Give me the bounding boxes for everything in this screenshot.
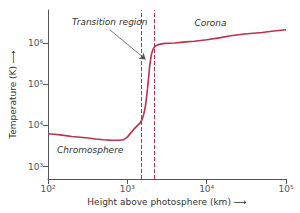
- svg-text:10⁵: 10⁵: [278, 184, 293, 194]
- svg-text:10⁶: 10⁶: [28, 38, 43, 48]
- svg-text:Temperature (K) ⟶: Temperature (K) ⟶: [8, 50, 18, 140]
- svg-text:Height above photosphere (km): Height above photosphere (km) ⟶: [87, 197, 246, 207]
- svg-text:10⁵: 10⁵: [28, 79, 43, 89]
- svg-text:10³: 10³: [28, 162, 43, 172]
- svg-text:Corona: Corona: [194, 18, 226, 28]
- svg-text:Transition region: Transition region: [72, 17, 148, 27]
- svg-text:10²: 10²: [40, 184, 55, 194]
- svg-text:Chromosphere: Chromosphere: [57, 145, 124, 155]
- svg-text:10⁴: 10⁴: [28, 120, 43, 130]
- svg-text:10³: 10³: [120, 184, 135, 194]
- svg-text:10⁴: 10⁴: [199, 184, 214, 194]
